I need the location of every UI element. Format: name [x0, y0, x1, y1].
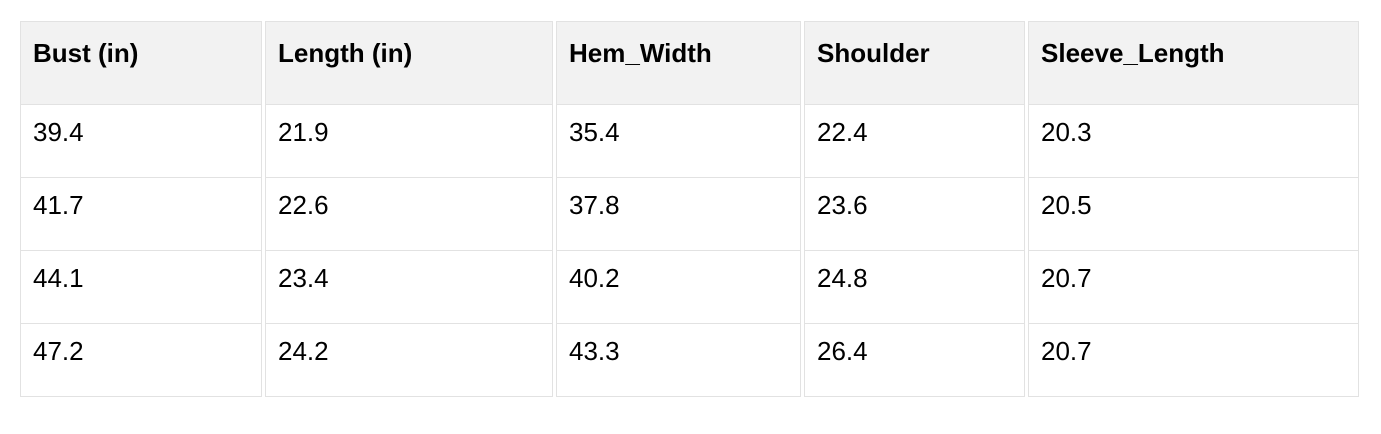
- table-cell: 35.4: [556, 105, 801, 178]
- table-cell: 37.8: [556, 178, 801, 251]
- table-cell: 23.6: [804, 178, 1025, 251]
- table-header-row: Bust (in) Length (in) Hem_Width Shoulder…: [20, 21, 1359, 105]
- column-header-sleeve-length: Sleeve_Length: [1028, 21, 1359, 105]
- table-row: 44.1 23.4 40.2 24.8 20.7: [20, 251, 1359, 324]
- table-cell: 43.3: [556, 324, 801, 397]
- table-cell: 20.7: [1028, 324, 1359, 397]
- table-cell: 20.5: [1028, 178, 1359, 251]
- size-chart-table: Bust (in) Length (in) Hem_Width Shoulder…: [17, 21, 1362, 397]
- table-cell: 40.2: [556, 251, 801, 324]
- column-header-shoulder: Shoulder: [804, 21, 1025, 105]
- table-row: 41.7 22.6 37.8 23.6 20.5: [20, 178, 1359, 251]
- table-cell: 26.4: [804, 324, 1025, 397]
- table-cell: 39.4: [20, 105, 262, 178]
- table-cell: 23.4: [265, 251, 553, 324]
- column-header-length: Length (in): [265, 21, 553, 105]
- table-row: 47.2 24.2 43.3 26.4 20.7: [20, 324, 1359, 397]
- table-cell: 24.8: [804, 251, 1025, 324]
- column-header-bust: Bust (in): [20, 21, 262, 105]
- table-cell: 20.3: [1028, 105, 1359, 178]
- table-cell: 24.2: [265, 324, 553, 397]
- table-cell: 22.6: [265, 178, 553, 251]
- table-cell: 44.1: [20, 251, 262, 324]
- table-cell: 20.7: [1028, 251, 1359, 324]
- table-cell: 21.9: [265, 105, 553, 178]
- table-cell: 22.4: [804, 105, 1025, 178]
- table-cell: 47.2: [20, 324, 262, 397]
- column-header-hem-width: Hem_Width: [556, 21, 801, 105]
- table-cell: 41.7: [20, 178, 262, 251]
- table-row: 39.4 21.9 35.4 22.4 20.3: [20, 105, 1359, 178]
